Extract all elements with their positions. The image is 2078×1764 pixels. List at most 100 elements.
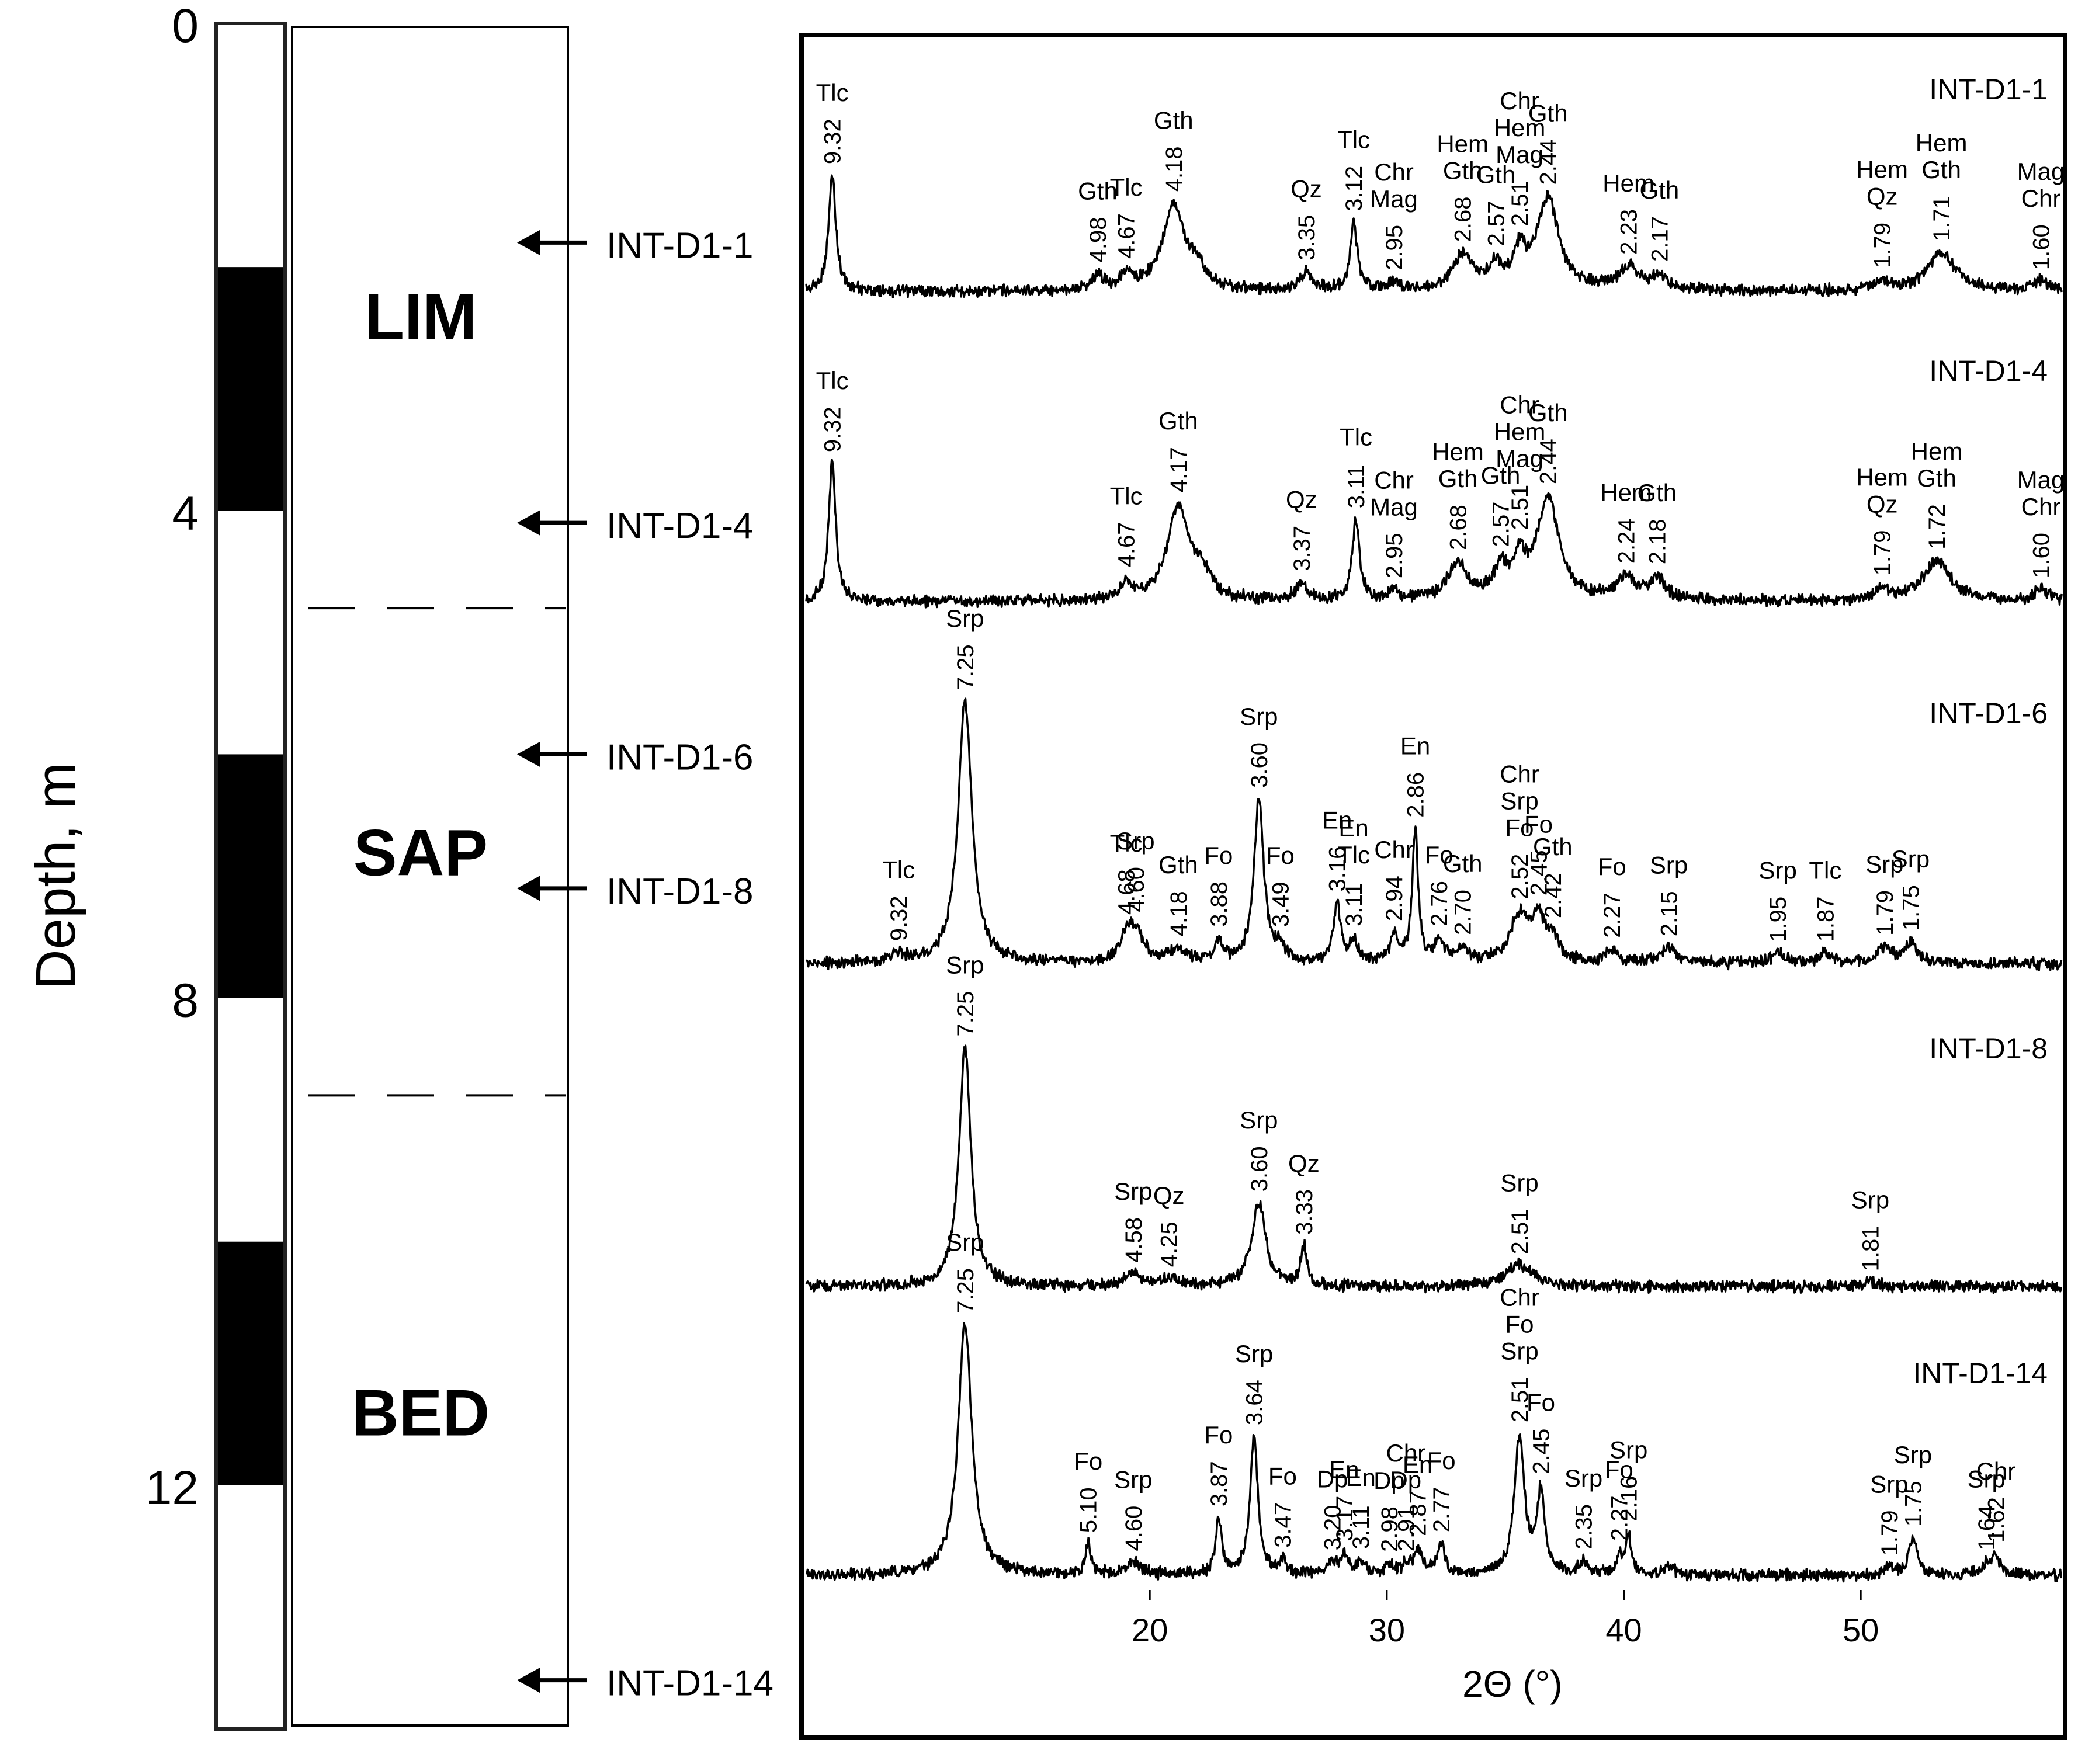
- peak-int-d1-6-15-dvalue: 2.45: [1527, 850, 1552, 895]
- peak-int-d1-8-0-mineral-srp-0: Srp: [946, 951, 984, 978]
- peak-int-d1-1-10-mineral-gth-0: Gth: [1528, 100, 1568, 127]
- peak-int-d1-4-1-dvalue: 4.67: [1114, 522, 1140, 567]
- zone-label-bed: BED: [352, 1377, 490, 1450]
- zone-box: [291, 26, 569, 1727]
- peak-int-d1-8-1-dvalue: 4.58: [1121, 1217, 1147, 1263]
- peak-int-d1-8-3-dvalue: 3.60: [1247, 1146, 1272, 1192]
- peak-int-d1-6-9-dvalue: 3.11: [1341, 883, 1367, 926]
- peak-int-d1-4-2-mineral-gth-0: Gth: [1158, 407, 1198, 435]
- peak-int-d1-4-11-dvalue: 2.18: [1645, 519, 1670, 564]
- peak-int-d1-1-7-dvalue: 2.68: [1451, 197, 1476, 242]
- peak-int-d1-14-10-dvalue: 2.91: [1393, 1506, 1419, 1551]
- peak-int-d1-6-5-mineral-fo-0: Fo: [1204, 842, 1233, 869]
- peak-int-d1-1-4-mineral-qz-0: Qz: [1290, 175, 1322, 203]
- peak-int-d1-8-4-mineral-qz-0: Qz: [1288, 1150, 1320, 1177]
- sample-label-int-d1-14: INT-D1-14: [606, 1664, 773, 1704]
- peak-int-d1-6-2-dvalue: 4.68: [1114, 869, 1140, 915]
- peak-int-d1-6-9-mineral-en-0: En: [1338, 814, 1368, 842]
- depth-scale-block-5: [216, 1241, 285, 1485]
- peak-int-d1-4-8-mineral-mag-2: Mag: [1496, 445, 1543, 473]
- peak-int-d1-6-11-dvalue: 2.86: [1403, 772, 1429, 818]
- peak-int-d1-1-5-mineral-tlc-0: Tlc: [1337, 126, 1370, 154]
- peak-int-d1-14-7-dvalue: 3.17: [1332, 1496, 1358, 1541]
- peak-int-d1-14-18-dvalue: 1.79: [1877, 1510, 1903, 1556]
- peak-int-d1-4-6-mineral-gth-1: Gth: [1438, 465, 1478, 492]
- peak-int-d1-4-3-dvalue: 3.37: [1289, 526, 1315, 571]
- peak-int-d1-8-6-mineral-srp-0: Srp: [1851, 1186, 1889, 1213]
- peak-int-d1-14-17-mineral-srp-0: Srp: [1609, 1436, 1647, 1464]
- peak-int-d1-14-7-mineral-en-0: En: [1329, 1456, 1359, 1484]
- peak-int-d1-1-6-dvalue: 2.95: [1382, 225, 1407, 270]
- peak-int-d1-14-8-dvalue: 3.11: [1348, 1505, 1374, 1549]
- peak-int-d1-1-6-mineral-chr-0: Chr: [1374, 158, 1414, 186]
- peak-int-d1-14-12-dvalue: 2.77: [1429, 1487, 1455, 1532]
- pattern-int-d1-1: INT-D1-1 9.32 Tlc 4.98 Gth 4.67 Tlc 4.18 Gth 3.35…: [805, 73, 2065, 299]
- peak-int-d1-14-2-mineral-srp-0: Srp: [1114, 1466, 1152, 1494]
- sample-arrow-int-d1-8-head: [517, 875, 540, 901]
- peak-int-d1-1-13-mineral-hem-0: Hem: [1856, 156, 1908, 183]
- peak-int-d1-6-15-mineral-fo-0: Fo: [1524, 810, 1553, 838]
- peak-int-d1-6-17-dvalue: 2.27: [1600, 893, 1625, 938]
- peak-int-d1-1-9-mineral-mag-2: Mag: [1496, 141, 1543, 168]
- peak-int-d1-14-9-dvalue: 2.98: [1377, 1506, 1403, 1552]
- peak-int-d1-1-8-mineral-gth-0: Gth: [1476, 161, 1516, 188]
- peak-int-d1-1-15-dvalue: 1.60: [2029, 224, 2055, 270]
- pattern-title-int-d1-1: INT-D1-1: [1929, 73, 2048, 106]
- peak-int-d1-1-7-mineral-hem-0: Hem: [1437, 130, 1489, 157]
- peak-int-d1-14-17-dvalue: 2.16: [1616, 1476, 1642, 1522]
- peak-int-d1-1-15-mineral-mag-0: Mag: [2017, 158, 2065, 185]
- pattern-int-d1-4: INT-D1-4 9.32 Tlc 4.67 Tlc 4.17 Gth 3.37 Qz 3.11 T…: [805, 355, 2065, 609]
- depth-scale-block-3: [216, 754, 285, 998]
- peak-int-d1-14-15-mineral-srp-0: Srp: [1564, 1464, 1602, 1492]
- peak-int-d1-4-7-dvalue: 2.57: [1489, 502, 1514, 547]
- peak-int-d1-1-14-mineral-gth-1: Gth: [1921, 156, 1961, 183]
- peak-int-d1-6-10-dvalue: 2.94: [1382, 876, 1407, 921]
- peak-int-d1-6-20-mineral-tlc-0: Tlc: [1809, 856, 1841, 884]
- peak-int-d1-6-19-mineral-srp-0: Srp: [1759, 857, 1797, 884]
- peak-int-d1-14-6-mineral-dp-0: Dp: [1317, 1465, 1348, 1492]
- peak-int-d1-14-13-mineral-fo-1: Fo: [1505, 1310, 1534, 1338]
- x-axis-label: 2Θ (°): [1462, 1663, 1562, 1705]
- peak-int-d1-1-5-dvalue: 3.12: [1341, 166, 1367, 211]
- peak-int-d1-14-20-dvalue: 1.64: [1974, 1505, 2000, 1551]
- peak-int-d1-4-14-dvalue: 1.60: [2029, 533, 2055, 578]
- depth-scale-block-2: [216, 511, 285, 755]
- peak-int-d1-6-18-mineral-srp-0: Srp: [1650, 851, 1688, 878]
- peak-int-d1-1-11-mineral-hem-0: Hem: [1602, 169, 1654, 197]
- sample-arrow-int-d1-4-head: [517, 510, 540, 536]
- peak-int-d1-1-11-dvalue: 2.23: [1616, 209, 1642, 255]
- peak-int-d1-8-2-dvalue: 4.25: [1157, 1221, 1182, 1267]
- peak-int-d1-6-9-mineral-tlc-1: Tlc: [1337, 841, 1370, 869]
- depth-scale-frame: [214, 22, 287, 1731]
- peak-int-d1-14-14-dvalue: 2.45: [1529, 1429, 1555, 1474]
- trace-int-d1-14: [805, 1322, 2063, 1583]
- sample-label-int-d1-4: INT-D1-4: [606, 506, 753, 546]
- peak-int-d1-1-9-mineral-hem-1: Hem: [1494, 114, 1546, 141]
- sample-arrow-int-d1-8: INT-D1-8: [517, 871, 753, 912]
- peak-int-d1-6-14-dvalue: 2.52: [1507, 854, 1533, 900]
- peak-int-d1-6-5-dvalue: 3.88: [1206, 881, 1232, 927]
- x-tick-20: 20: [1132, 1612, 1168, 1648]
- peak-int-d1-1-7-mineral-gth-1: Gth: [1443, 157, 1483, 184]
- peak-int-d1-1-2-mineral-tlc-0: Tlc: [1110, 173, 1143, 201]
- pattern-int-d1-8: INT-D1-87.25Srp4.58Srp4.25Qz3.60Srp3.33Q…: [805, 951, 2062, 1294]
- peak-int-d1-4-7-mineral-gth-0: Gth: [1481, 461, 1521, 489]
- peak-int-d1-4-8-mineral-hem-1: Hem: [1494, 418, 1546, 446]
- peak-int-d1-14-21-dvalue: 1.62: [1983, 1497, 2009, 1543]
- trace-int-d1-4: [805, 458, 2063, 609]
- sample-arrow-int-d1-14: INT-D1-14: [517, 1664, 773, 1704]
- depth-scale-block-0: [216, 23, 285, 268]
- peak-int-d1-8-3-mineral-srp-0: Srp: [1240, 1106, 1278, 1134]
- peak-int-d1-14-20-mineral-srp-0: Srp: [1968, 1466, 2006, 1493]
- peak-int-d1-6-0-dvalue: 9.32: [886, 895, 912, 941]
- peak-int-d1-6-17-mineral-fo-0: Fo: [1598, 853, 1626, 880]
- peak-int-d1-1-13-dvalue: 1.79: [1870, 223, 1896, 268]
- peak-int-d1-4-13-mineral-gth-1: Gth: [1917, 464, 1956, 492]
- peak-int-d1-8-2-mineral-qz-0: Qz: [1153, 1182, 1185, 1209]
- peak-int-d1-6-16-mineral-gth-0: Gth: [1533, 833, 1573, 860]
- peak-int-d1-6-7-dvalue: 3.49: [1268, 881, 1293, 927]
- peak-int-d1-4-9-mineral-gth-0: Gth: [1528, 399, 1568, 426]
- peak-int-d1-14-1-mineral-fo-0: Fo: [1074, 1447, 1102, 1475]
- peak-int-d1-6-3-mineral-srp-0: Srp: [1116, 827, 1154, 855]
